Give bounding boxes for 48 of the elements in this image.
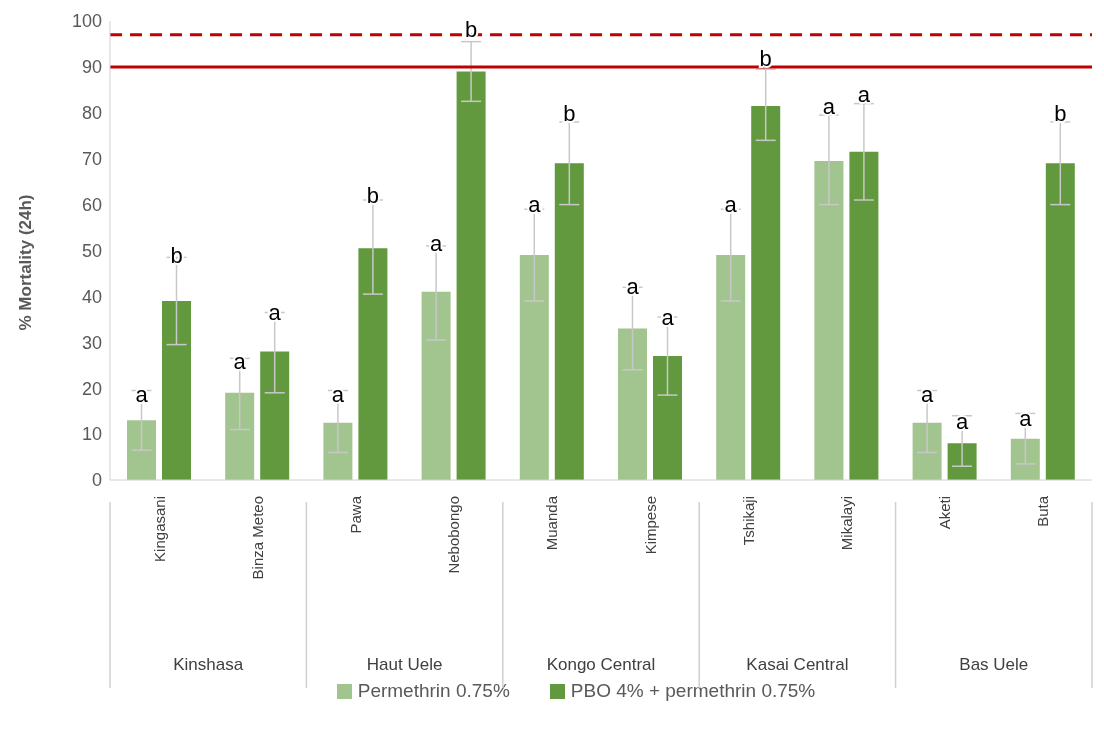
y-tick-label: 60 — [81, 194, 102, 215]
legend-label: PBO 4% + permethrin 0.75% — [569, 680, 816, 702]
x-tick-label: Binza Meteo — [248, 496, 266, 580]
data-label: a — [135, 382, 149, 408]
data-label: b — [759, 45, 772, 71]
data-label: a — [857, 81, 871, 107]
data-label: a — [661, 305, 675, 331]
text: Kinshasa — [173, 655, 244, 674]
data-label: a — [528, 192, 542, 218]
text: Kasai Central — [746, 655, 849, 674]
y-tick-label: 10 — [81, 424, 102, 445]
y-axis-title: % Mortality (24h) — [16, 194, 36, 331]
y-tick-label: 70 — [81, 149, 102, 170]
legend-label: Permethrin 0.75% — [356, 680, 510, 702]
data-label: a — [822, 93, 836, 119]
x-tick-label: Kimpese — [641, 496, 659, 555]
x-tick-label: Nebobongo — [445, 496, 463, 574]
data-label: a — [331, 382, 345, 408]
data-label: b — [1054, 100, 1067, 126]
text: Bas Uele — [959, 655, 1029, 674]
data-label: a — [429, 230, 443, 256]
data-label: a — [955, 408, 969, 434]
data-label: a — [626, 273, 640, 299]
y-tick-label: 30 — [81, 332, 102, 353]
x-tick-label: Aketi — [936, 496, 954, 530]
data-label: a — [1019, 406, 1033, 432]
y-tick-label: 40 — [81, 286, 102, 307]
data-label: a — [724, 192, 738, 218]
x-tick-label: Kingasani — [150, 496, 168, 562]
y-tick-label: 90 — [81, 57, 102, 78]
data-label: a — [268, 300, 282, 326]
y-tick-label: 100 — [71, 11, 102, 32]
x-tick-label: Pawa — [347, 495, 364, 534]
x-tick-label: Muanda — [543, 495, 561, 551]
text: Haut Uele — [366, 655, 443, 674]
text: Kongo Central — [546, 655, 656, 674]
x-tick-label: Mikalayi — [838, 496, 855, 551]
y-tick-label: 20 — [81, 378, 102, 399]
y-tick-label: 80 — [81, 103, 102, 124]
y-tick-label: 50 — [81, 240, 102, 261]
data-label: a — [920, 382, 934, 408]
y-tick-label: 0 — [91, 470, 102, 491]
data-label: b — [366, 182, 380, 208]
x-tick-label: Tshikaji — [739, 496, 757, 546]
data-label: b — [563, 100, 576, 126]
x-tick-label: Buta — [1034, 495, 1052, 527]
data-label: b — [170, 242, 183, 268]
data-label: a — [233, 348, 247, 374]
